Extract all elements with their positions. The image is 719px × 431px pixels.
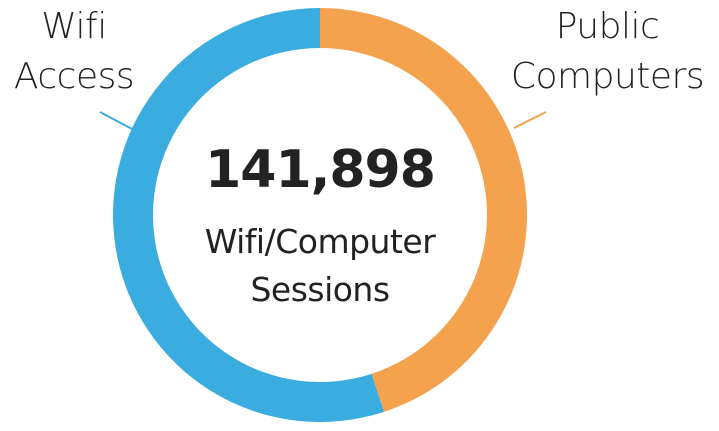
leader-line bbox=[513, 111, 547, 129]
category-label: Wifi Access bbox=[13, 6, 135, 97]
donut-segment bbox=[113, 8, 384, 422]
center-label: Wifi/Computer Sessions bbox=[204, 222, 436, 309]
donut-segment bbox=[320, 8, 528, 412]
leader-line bbox=[99, 111, 135, 131]
category-label: Public Computers bbox=[510, 6, 705, 97]
center-value: 141,898 bbox=[205, 140, 436, 200]
